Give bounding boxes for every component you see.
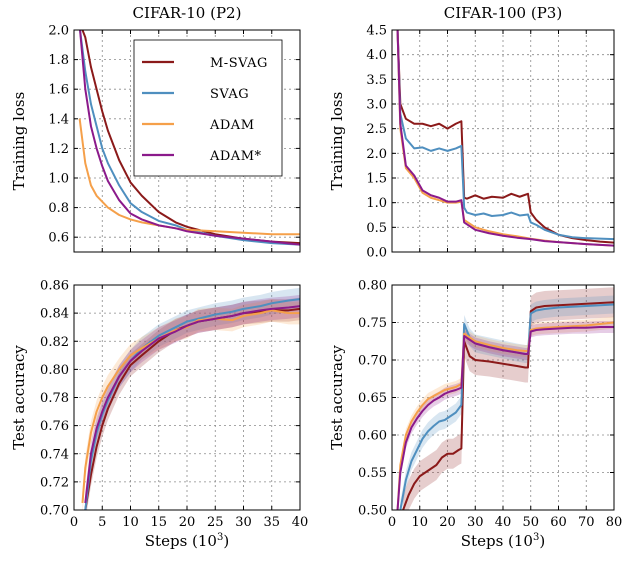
y-tick-label: 1.2 xyxy=(48,142,69,157)
y-tick-label: 1.0 xyxy=(366,196,387,211)
y-tick-label: 0.50 xyxy=(358,504,387,519)
y-tick-label: 0.76 xyxy=(40,419,69,434)
y-tick-label: 0.60 xyxy=(358,429,387,444)
y-tick-label: 4.0 xyxy=(366,48,387,63)
y-tick-label: 0.8 xyxy=(48,201,69,216)
series-line-adam xyxy=(78,118,300,236)
x-axis-label-end: ) xyxy=(223,532,229,550)
x-tick-label: 70 xyxy=(578,515,595,530)
x-tick-label: 35 xyxy=(263,515,280,530)
y-tick-label: 0.70 xyxy=(358,354,387,369)
series-line-adam xyxy=(396,321,614,510)
y-axis-label: Training loss xyxy=(10,92,28,191)
series-band-msvag xyxy=(403,287,614,510)
plot-area xyxy=(81,287,300,510)
x-tick-label: 40 xyxy=(292,515,309,530)
panel-3: 0 5 10 15 20 25 30 35 40 0.70 0.72 0.74 0.76 0.78 0.80… xyxy=(10,279,308,551)
y-tick-label: 1.8 xyxy=(48,53,69,68)
x-axis-label-sup: 3 xyxy=(217,532,223,543)
legend: M-SVAG SVAG ADAM ADAM* xyxy=(133,39,283,177)
x-tick-label: 15 xyxy=(150,515,167,530)
y-tick-label: 0.5 xyxy=(366,221,387,236)
x-tick-label: 30 xyxy=(235,515,252,530)
x-tick-label: 30 xyxy=(467,515,484,530)
y-tick-label: 0.80 xyxy=(358,279,387,294)
x-tick-label: 10 xyxy=(411,515,428,530)
x-axis-label-main: Steps (10 xyxy=(145,532,217,550)
y-tick-label: 0.80 xyxy=(40,363,69,378)
legend-label: SVAG xyxy=(210,87,249,102)
legend-label: ADAM* xyxy=(209,149,262,164)
series-band-svag xyxy=(85,287,300,510)
panel-title: CIFAR-100 (P3) xyxy=(444,4,562,22)
series-line-adam xyxy=(396,30,614,247)
panel-2: 0.0 0.5 1.0 1.5 2.0 2.5 3.0 3.5 4.0 4.5 CIFAR-100 … xyxy=(328,4,615,261)
y-axis-label: Training loss xyxy=(328,92,346,191)
panel-title: CIFAR-10 (P2) xyxy=(133,4,242,22)
series-line-msvag xyxy=(402,301,614,510)
y-tick-label: 0.72 xyxy=(40,475,69,490)
y-tick-label: 0.74 xyxy=(40,447,69,462)
x-tick-label: 60 xyxy=(550,515,567,530)
series-line-msvag xyxy=(396,30,614,244)
y-tick-label: 0.84 xyxy=(40,307,69,322)
x-tick-label: 20 xyxy=(439,515,456,530)
y-tick-label: 0.78 xyxy=(40,391,69,406)
y-tick-label: 4.5 xyxy=(366,24,387,39)
x-tick-label: 20 xyxy=(179,515,196,530)
y-tick-label: 0.55 xyxy=(358,466,387,481)
y-tick-label: 3.5 xyxy=(366,73,387,88)
y-tick-label: 1.4 xyxy=(48,112,69,127)
y-tick-label: 3.0 xyxy=(366,98,387,113)
axes-frame xyxy=(391,29,615,253)
plot-area xyxy=(396,30,614,247)
x-tick-label: 0 xyxy=(70,515,78,530)
axes-frame xyxy=(73,29,301,253)
plot-area xyxy=(78,30,300,246)
legend-label: ADAM xyxy=(209,118,255,133)
y-tick-label: 0.65 xyxy=(358,391,387,406)
x-axis-label-end: ) xyxy=(539,532,545,550)
y-tick-label: 0.86 xyxy=(40,279,69,294)
x-tick-label: 5 xyxy=(98,515,106,530)
x-tick-label: 25 xyxy=(207,515,224,530)
x-tick-label: 50 xyxy=(522,515,539,530)
y-tick-label: 0.75 xyxy=(358,316,387,331)
panel-4: 0 10 20 30 40 50 60 70 80 0.50 0.55 0.60 0.65 0.70 0.7… xyxy=(328,279,622,551)
x-tick-label: 10 xyxy=(122,515,139,530)
x-axis-label-main: Steps (10 xyxy=(461,532,533,550)
y-tick-label: 1.5 xyxy=(366,172,387,187)
legend-label: M-SVAG xyxy=(210,56,268,71)
y-tick-label: 0.0 xyxy=(366,246,387,261)
axes-frame xyxy=(391,284,615,511)
series-line-adam xyxy=(81,309,300,504)
series-line-adam xyxy=(396,326,614,510)
x-axis-label: Steps (103) xyxy=(461,532,545,550)
x-axis-label: Steps (103) xyxy=(145,532,229,550)
y-tick-label: 0.70 xyxy=(40,504,69,519)
y-axis-label: Test accuracy xyxy=(10,345,28,450)
y-tick-label: 0.6 xyxy=(48,231,69,246)
x-tick-label: 80 xyxy=(606,515,623,530)
series-line-adam xyxy=(79,30,300,246)
y-tick-label: 1.0 xyxy=(48,172,69,187)
x-tick-label: 0 xyxy=(388,515,396,530)
series-band-adam xyxy=(85,294,300,510)
y-tick-label: 0.82 xyxy=(40,335,69,350)
x-axis-label-sup: 3 xyxy=(533,532,539,543)
axes-frame xyxy=(73,284,301,511)
y-tick-label: 1.6 xyxy=(48,83,69,98)
series-line-svag xyxy=(396,30,614,241)
y-tick-label: 2.5 xyxy=(366,122,387,137)
plot-area xyxy=(396,287,614,510)
series-line-msvag xyxy=(84,307,300,510)
x-tick-label: 40 xyxy=(495,515,512,530)
y-axis-label: Test accuracy xyxy=(328,345,346,450)
panel-1: 0.6 0.8 1.0 1.2 1.4 1.6 1.8 2.0 CIFAR-10 (P2) Tra… xyxy=(10,4,301,253)
y-tick-label: 2.0 xyxy=(366,147,387,162)
y-tick-label: 2.0 xyxy=(48,24,69,39)
series-line-adam xyxy=(84,305,300,504)
